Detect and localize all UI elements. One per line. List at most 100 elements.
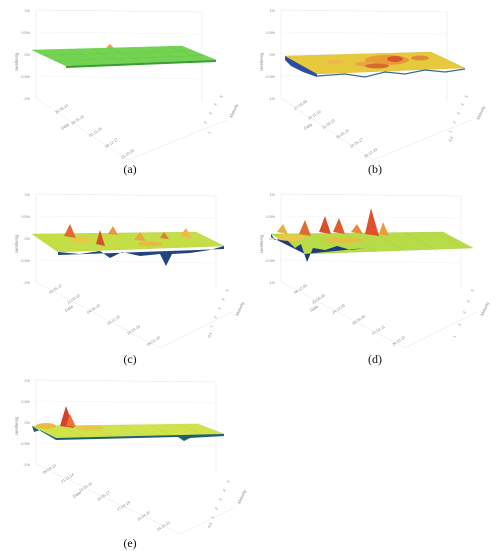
z-tick: 0.5% — [21, 215, 30, 219]
panel-d: 1% 0.5% 0% -0.5% -1% cerebenig 06.12.00 — [255, 188, 495, 366]
maturity-tick: 2 — [214, 507, 219, 511]
maturity-tick: 5 — [219, 95, 224, 99]
panel-c: 1% 0.5% 0% -0.5% -1% cerebenig 03.06.12 … — [10, 188, 250, 366]
panel-caption: (d) — [368, 352, 382, 366]
z-tick: 0.5% — [266, 31, 275, 35]
date-tick: 15.06.17 — [349, 137, 364, 148]
panel-b: 1% 0.5% 0% -0.5% -1% cerebenig 17.03.08 … — [255, 2, 495, 176]
maturity-tick: 4 — [221, 298, 226, 302]
z-tick: -0.5% — [20, 442, 31, 446]
z-tick: 0% — [25, 237, 31, 241]
z-axis-label: cerebenig — [14, 52, 19, 71]
maturity-tick: 1 — [209, 325, 214, 329]
maturity-axis-label: Maturity — [234, 300, 245, 316]
z-tick: 0.5% — [21, 400, 30, 404]
date-tick: 21.11.14 — [60, 473, 74, 484]
panel-a: 1% 0.5% 0% -0.5% -1% cerebenig 25.06.14 … — [10, 2, 250, 176]
maturity-tick: 3 — [456, 112, 461, 116]
date-tick-labels: 17.03.08 15.11.10 11.03.13 25.05.15 15.0… — [293, 99, 378, 158]
z-tick: -0.5% — [20, 259, 31, 263]
date-tick: 25.05.15 — [335, 128, 350, 139]
date-tick: 03.06.12 — [48, 283, 63, 294]
maturity-tick: 0.5 — [207, 522, 213, 528]
date-tick: 10.06.17 — [96, 490, 111, 501]
z-tick: -1% — [268, 97, 275, 101]
z-axis-label: cerebenig — [14, 416, 19, 435]
maturity-tick: 0.5 — [207, 332, 213, 338]
z-tick: 1% — [25, 379, 31, 383]
panel-caption: (a) — [123, 162, 137, 176]
surface-hotspots — [326, 55, 429, 69]
maturity-tick: 3 — [218, 498, 223, 502]
plot-frame — [35, 379, 235, 535]
date-tick: 15.04.20 — [136, 510, 151, 521]
maturity-axis-label: Maturity — [228, 102, 239, 118]
maturity-tick: 1 — [210, 516, 215, 520]
date-tick: 14.12.05 — [331, 303, 346, 314]
date-tick: 04.10.21 — [156, 520, 171, 531]
z-tick: 1% — [270, 193, 276, 197]
z-tick: 0% — [270, 53, 276, 57]
z-tick: -1% — [23, 97, 30, 101]
date-tick: 17.03.08 — [293, 99, 308, 110]
maturity-tick: 4 — [460, 103, 465, 107]
maturity-tick-labels: 0.5 1 2 3 4 5 — [207, 289, 230, 339]
z-axis-label: cerebenig — [14, 234, 19, 253]
panel-caption: (e) — [123, 536, 137, 550]
plot-frame — [35, 193, 233, 349]
date-tick-labels: 25.06.14 29.05.16 01.11.16 08.12.17 21.1… — [54, 103, 135, 159]
maturity-tick: 5 — [226, 480, 231, 484]
date-tick: 29.10.13 — [391, 335, 406, 346]
date-tick: 06.09.13 — [42, 463, 57, 474]
date-axis-label: Date — [309, 303, 320, 312]
maturity-tick-labels: 1 2 3 4 5 — [203, 95, 224, 135]
z-tick: 1% — [25, 193, 31, 197]
surface-grid — [42, 46, 205, 66]
maturity-tick: 5 — [470, 289, 475, 293]
date-axis-label: Date — [60, 121, 71, 130]
maturity-tick: 5 — [464, 95, 469, 99]
z-tick: -0.5% — [20, 75, 31, 79]
surface-plot-d: 1% 0.5% 0% -0.5% -1% cerebenig 06.12.00 — [259, 193, 491, 349]
z-tick-labels: 1% 0.5% 0% -0.5% -1% — [265, 9, 276, 101]
maturity-tick: 1 — [452, 335, 457, 339]
maturity-tick: 3 — [208, 112, 213, 116]
date-axis-label: Date — [64, 303, 75, 312]
z-tick: 0.5% — [21, 31, 30, 35]
z-tick: 1% — [25, 9, 31, 13]
date-tick: 01.11.16 — [88, 127, 102, 138]
surface-plot-a: 1% 0.5% 0% -0.5% -1% cerebenig 25.06.14 … — [14, 9, 240, 161]
surface-plot-e: 1% 0.5% 0% -0.5% -1% cerebenig 06.09.13 … — [14, 379, 248, 535]
plot-frame — [280, 193, 478, 349]
date-tick: 11.03.13 — [321, 119, 335, 130]
z-axis-label: cerebenig — [259, 234, 264, 253]
date-tick: 29.05.16 — [70, 114, 85, 125]
z-tick: -1% — [23, 463, 30, 467]
date-tick-labels: 03.06.12 11.03.13 04.06.15 19.11.16 16.0… — [48, 283, 161, 346]
maturity-tick: 4 — [213, 103, 218, 107]
surface — [31, 231, 225, 253]
date-tick: 18.06.08 — [351, 314, 366, 325]
plot-frame — [35, 9, 227, 161]
maturity-tick: 3 — [217, 307, 222, 311]
z-tick: 1% — [270, 9, 276, 13]
maturity-tick-labels: 0.5 1 2 3 4 5 — [448, 95, 469, 143]
surface-underside — [285, 56, 317, 77]
maturity-tick: 2 — [203, 121, 208, 125]
surface-underside — [58, 246, 224, 266]
z-tick-labels: 1% 0.5% 0% -0.5% -1% — [20, 9, 31, 101]
z-tick-labels: 1% 0.5% 0% -0.5% -1% — [20, 379, 31, 467]
date-tick: 27.02.19 — [116, 500, 131, 511]
maturity-tick: 4 — [466, 300, 471, 304]
z-tick-labels: 1% 0.5% 0% -0.5% -1% — [265, 193, 276, 285]
z-tick: -0.5% — [265, 259, 276, 263]
maturity-axis-label: Maturity — [236, 488, 247, 504]
z-axis-label: cerebenig — [259, 52, 264, 71]
date-tick-labels: 06.09.13 21.11.14 13.03.16 10.06.17 27.0… — [42, 463, 171, 531]
date-tick: 04.06.15 — [86, 303, 101, 314]
surface-plot-b: 1% 0.5% 0% -0.5% -1% cerebenig 17.03.08 … — [259, 9, 487, 161]
date-axis-label: Date — [72, 489, 83, 498]
date-tick: 23.06.03 — [311, 293, 326, 304]
date-tick: 08.12.17 — [104, 137, 119, 148]
surface-shade — [66, 60, 216, 68]
